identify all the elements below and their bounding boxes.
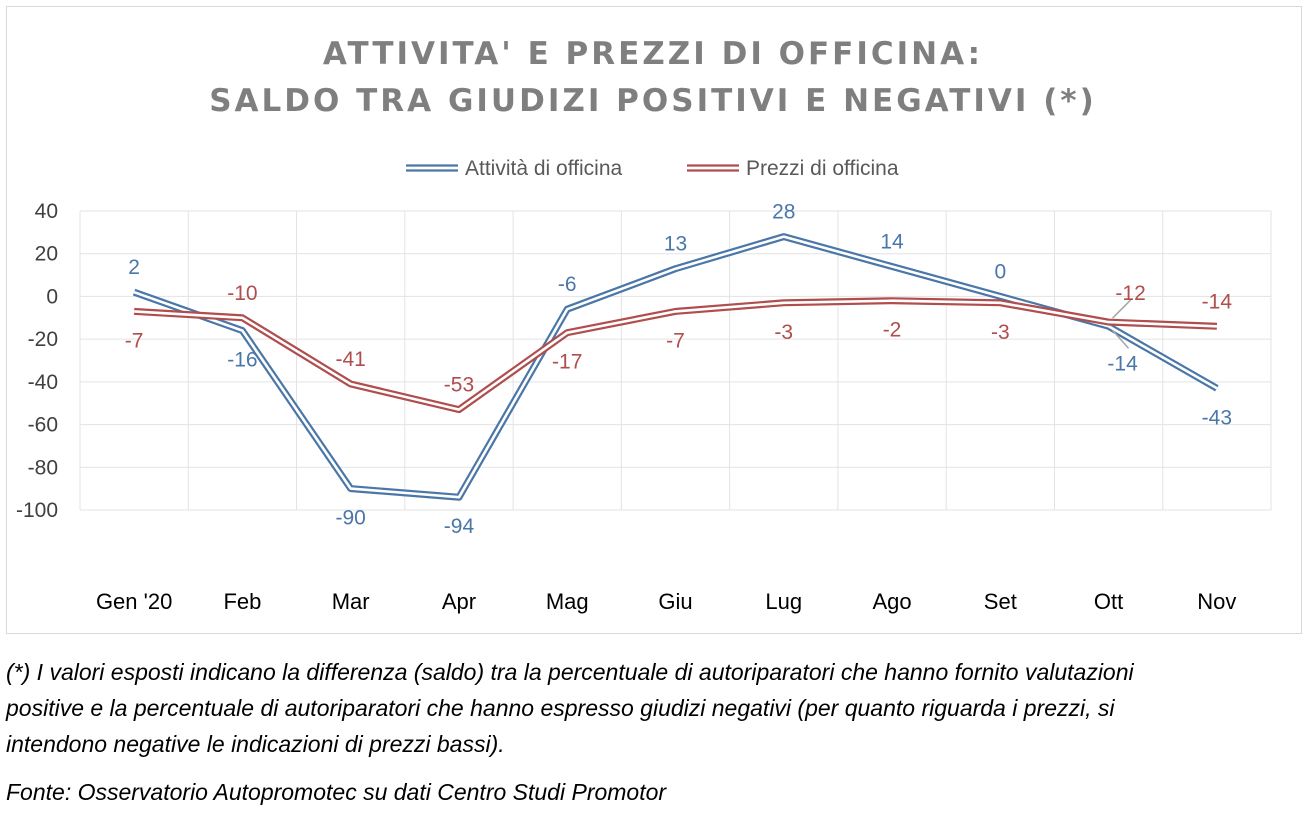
footnote-line-3: intendono negative le indicazioni di pre… <box>6 731 505 757</box>
leader-line-attivita-ott <box>1112 329 1130 349</box>
gridlines <box>79 210 1272 511</box>
line-chart: ATTIVITA' E PREZZI DI OFFICINA: SALDO TR… <box>16 36 1272 614</box>
data-label: -43 <box>1202 406 1232 429</box>
legend: Attività di officina Prezzi di officina <box>406 157 899 180</box>
data-label: -6 <box>558 273 577 296</box>
y-tick-label: 0 <box>46 285 58 308</box>
label-leader-lines <box>1112 299 1132 349</box>
y-tick-label: -40 <box>28 371 58 394</box>
x-tick-label: Lug <box>765 589 802 614</box>
data-label: -14 <box>1202 290 1233 313</box>
data-label: 2 <box>128 256 140 279</box>
data-label: -41 <box>336 348 366 371</box>
data-label: 13 <box>664 233 687 256</box>
data-label: -17 <box>552 351 582 374</box>
data-label: -10 <box>227 282 257 305</box>
x-tick-label: Gen '20 <box>96 589 172 614</box>
data-label: -12 <box>1115 282 1145 305</box>
series-line-inner-1 <box>134 299 1217 411</box>
data-label: -90 <box>336 507 366 530</box>
series-lines <box>132 233 1219 501</box>
data-label: -16 <box>227 349 257 372</box>
y-tick-label: -20 <box>28 328 58 351</box>
data-label: -14 <box>1107 352 1138 375</box>
x-tick-label: Mag <box>546 589 589 614</box>
source-note: Fonte: Osservatorio Autopromotec su dati… <box>6 779 667 805</box>
data-label: -94 <box>444 515 475 538</box>
data-label: 28 <box>772 201 795 224</box>
data-label: -53 <box>444 374 474 397</box>
x-tick-label: Nov <box>1197 589 1236 614</box>
y-tick-label: 40 <box>35 200 58 223</box>
data-label: -2 <box>883 319 902 342</box>
footnote-line-2: positive e la percentuale di autoriparat… <box>6 695 1115 721</box>
leader-line-prezzi-ott <box>1112 299 1132 319</box>
x-axis-ticks: Gen '20 Feb Mar Apr Mag Giu Lug Ago Set Ott Nov <box>96 589 1236 614</box>
x-tick-label: Ago <box>872 589 911 614</box>
x-tick-label: Mar <box>332 589 370 614</box>
data-label: -3 <box>774 321 793 344</box>
x-tick-label: Giu <box>658 589 692 614</box>
legend-label-prezzi: Prezzi di officina <box>746 157 899 180</box>
legend-item-attivita: Attività di officina <box>406 157 623 180</box>
y-tick-label: 20 <box>35 243 58 266</box>
chart-title-line-1: ATTIVITA' E PREZZI DI OFFICINA: <box>323 36 983 72</box>
y-axis-ticks: 40 20 0 -20 -40 -60 -80 -100 <box>16 200 58 522</box>
data-label: 0 <box>994 260 1006 283</box>
x-tick-label: Feb <box>223 589 261 614</box>
y-tick-label: -60 <box>28 414 58 437</box>
x-tick-label: Ott <box>1094 589 1123 614</box>
y-tick-label: -80 <box>28 456 58 479</box>
legend-label-attivita: Attività di officina <box>465 157 623 180</box>
data-label: -7 <box>125 329 144 352</box>
data-label: -7 <box>666 329 685 352</box>
y-tick-label: -100 <box>16 499 58 522</box>
footnote-line-1: (*) I valori esposti indicano la differe… <box>6 659 1134 685</box>
chart-title-line-2: SALDO TRA GIUDIZI POSITIVI E NEGATIVI (*… <box>209 83 1097 119</box>
data-label: 14 <box>880 231 904 254</box>
data-label: -3 <box>991 321 1010 344</box>
legend-item-prezzi: Prezzi di officina <box>687 157 899 180</box>
x-tick-label: Set <box>984 589 1017 614</box>
x-tick-label: Apr <box>442 589 476 614</box>
data-labels: 2 -16 -90 -94 -6 13 28 14 0 -14 -43 -7 -10 -41 -53 -17 -… <box>125 201 1233 539</box>
